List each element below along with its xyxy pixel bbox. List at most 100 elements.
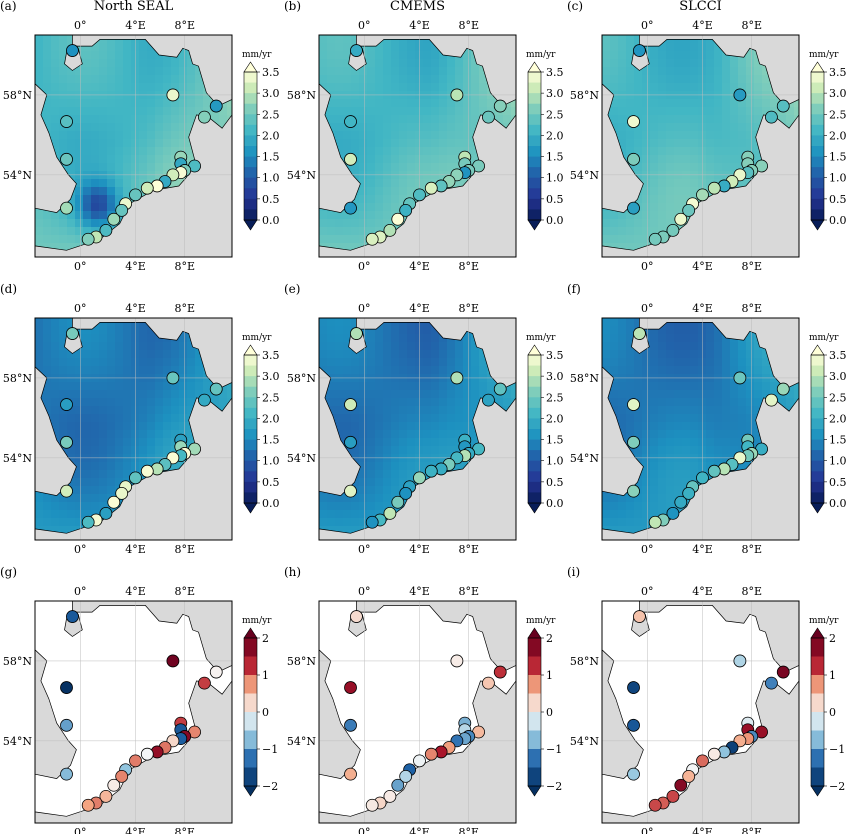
field-cell — [666, 195, 675, 204]
field-cell — [359, 486, 368, 495]
field-cell — [399, 91, 408, 100]
field-cell — [674, 406, 683, 415]
field-cell — [359, 43, 368, 52]
field-cell — [83, 502, 92, 511]
field-cell — [139, 430, 148, 439]
field-cell — [610, 358, 619, 367]
field-cell — [163, 99, 172, 108]
field-cell — [658, 438, 667, 447]
tide-gauge-marker — [482, 110, 495, 124]
tide-gauge-marker — [399, 486, 413, 500]
field-cell — [706, 398, 715, 407]
lat-tick-label: 58°N — [3, 89, 32, 102]
field-cell — [139, 342, 148, 351]
colorbar-segment — [528, 93, 541, 105]
colorbar-segment — [528, 429, 541, 440]
field-cell — [423, 75, 432, 84]
field-cell — [375, 91, 384, 100]
field-cell — [618, 115, 627, 124]
field-cell — [335, 115, 344, 124]
field-cell — [674, 59, 683, 68]
field-cell — [187, 67, 196, 76]
field-cell — [375, 99, 384, 108]
field-cell — [610, 526, 619, 534]
field-cell — [642, 358, 651, 367]
colorbar-segment — [811, 407, 824, 419]
field-cell — [770, 107, 779, 116]
field-cell — [195, 382, 204, 391]
field-cell — [383, 374, 392, 383]
field-cell — [682, 430, 691, 439]
colorbar-tick-label: 2.0 — [546, 412, 564, 425]
field-cell — [423, 422, 432, 431]
field-cell — [67, 526, 76, 534]
field-cell — [642, 163, 651, 172]
field-cell — [375, 478, 384, 487]
field-cell — [367, 358, 376, 367]
field-cell — [327, 334, 336, 343]
field-cell — [123, 422, 132, 431]
field-cell — [658, 326, 667, 335]
field-cell — [610, 35, 619, 44]
tide-gauge-marker — [383, 789, 397, 803]
field-cell — [147, 446, 156, 455]
field-cell — [359, 83, 368, 92]
field-cell — [423, 350, 432, 359]
field-cell — [99, 171, 108, 180]
colorbar-segment — [244, 82, 257, 94]
field-cell — [690, 382, 699, 391]
field-cell — [383, 398, 392, 407]
field-cell — [179, 390, 188, 399]
field-cell — [746, 139, 755, 148]
field-cell — [67, 414, 76, 423]
field-cell — [423, 446, 432, 455]
field-cell — [423, 91, 432, 100]
field-cell — [479, 350, 488, 359]
field-cell — [610, 43, 619, 52]
field-cell — [770, 374, 779, 383]
map-frame — [601, 317, 800, 541]
lat-tick-label: 54°N — [287, 735, 316, 748]
lon-tick-label-top: 0° — [74, 302, 87, 315]
field-cell — [746, 390, 755, 399]
field-cell — [211, 115, 220, 124]
field-cell — [107, 115, 116, 124]
field-cell — [163, 107, 172, 116]
field-cell — [367, 454, 376, 463]
field-cell — [99, 398, 108, 407]
field-cell — [455, 390, 464, 399]
field-cell — [67, 131, 76, 140]
field-cell — [618, 398, 627, 407]
field-cell — [618, 67, 627, 76]
colorbar-tick-label: 2.0 — [829, 129, 847, 142]
field-cell — [610, 227, 619, 236]
field-cell — [690, 163, 699, 172]
field-cell — [399, 390, 408, 399]
field-cell — [327, 494, 336, 503]
field-cell — [674, 414, 683, 423]
field-cell — [139, 374, 148, 383]
tide-gauge-marker — [682, 486, 696, 500]
field-cell — [115, 350, 124, 359]
field-cell — [91, 326, 100, 335]
field-cell — [359, 99, 368, 108]
field-cell — [147, 43, 156, 52]
field-cell — [115, 422, 124, 431]
colorbar-tick-label: 1.5 — [829, 434, 847, 447]
field-cell — [383, 59, 392, 68]
field-cell — [714, 59, 723, 68]
field-cell — [730, 430, 739, 439]
field-cell — [99, 422, 108, 431]
field-cell — [471, 115, 480, 124]
field-cell — [682, 350, 691, 359]
field-cell — [123, 326, 132, 335]
field-cell — [618, 494, 627, 503]
field-cell — [706, 59, 715, 68]
field-cell — [610, 243, 619, 251]
field-cell — [351, 446, 360, 455]
field-cell — [375, 502, 384, 511]
field-cell — [35, 35, 44, 44]
field-cell — [714, 398, 723, 407]
field-cell — [91, 67, 100, 76]
colorbar-segment — [528, 638, 541, 657]
